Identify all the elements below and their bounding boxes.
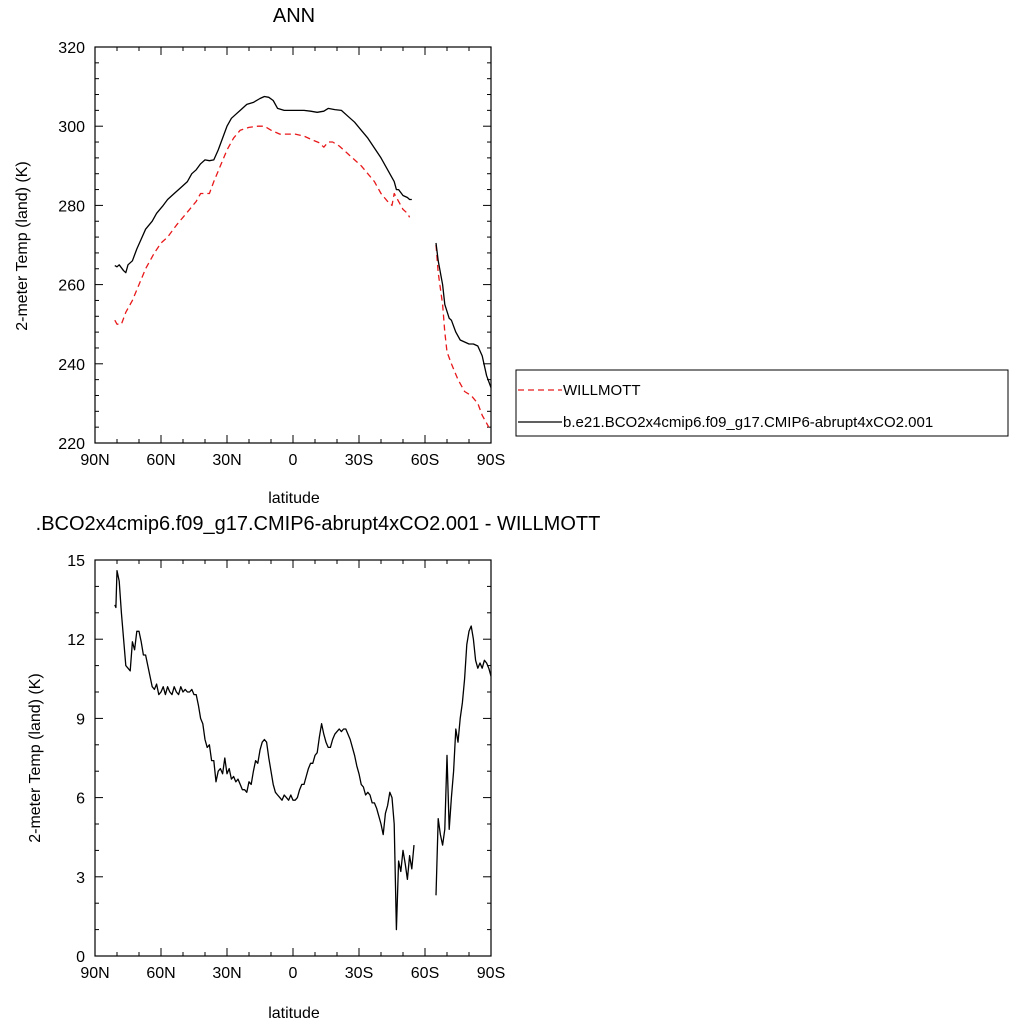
bottom-plot-series	[114, 569, 492, 931]
top-plot-x-tick-label: 60S	[411, 452, 439, 469]
bottom-plot-title: .BCO2x4cmip6.f09_g17.CMIP6-abrupt4xCO2.0…	[36, 513, 601, 535]
top-plot-x-tick-label: 30N	[212, 452, 241, 469]
top-plot-y-tick-label: 260	[58, 278, 85, 295]
bottom-plot-x-tick-label: 0	[289, 965, 298, 982]
top-plot-series-willmott-line	[435, 244, 490, 428]
top-plot-x-tick-label: 90S	[477, 452, 505, 469]
legend-box	[515, 369, 1009, 437]
top-plot-y-tick-label: 240	[58, 357, 85, 374]
bottom-plot-y-tick-label: 3	[76, 870, 85, 887]
bottom-plot-x-tick-label: 90N	[80, 965, 109, 982]
top-plot-x-tick-label: 90N	[80, 452, 109, 469]
bottom-plot-y-tick-label: 9	[76, 711, 85, 728]
top-plot-title: ANN	[273, 5, 315, 27]
bottom-plot-x-tick-label: 30S	[345, 965, 373, 982]
bottom-plot-x-tick-label: 60S	[411, 965, 439, 982]
top-plot-y-tick-label: 320	[58, 40, 85, 57]
top-plot-y-tick-label: 280	[58, 198, 85, 215]
top-plot-x-tick-label: 60N	[146, 452, 175, 469]
top-plot-series-model-line	[435, 242, 492, 388]
bottom-plot-x-axis-label: latitude	[268, 1005, 320, 1022]
bottom-plot-y-tick-label: 0	[76, 949, 85, 966]
legend: WILLMOTT b.e21.BCO2x4cmip6.f09_g17.CMIP6…	[515, 369, 1009, 437]
top-plot-series	[114, 95, 492, 428]
bottom-plot-y-tick-label: 6	[76, 791, 85, 808]
bottom-plot-frame	[94, 559, 492, 957]
bottom-plot: .BCO2x4cmip6.f09_g17.CMIP6-abrupt4xCO2.0…	[27, 513, 600, 1022]
top-plot-y-tick-label: 220	[58, 436, 85, 453]
legend-label-willmott: WILLMOTT	[563, 382, 641, 399]
top-plot-ticks: 90N 60N 30N 0 30S 60S 90S 220 240 260 280 300 320	[58, 40, 505, 469]
bottom-plot-series-model-line	[114, 569, 415, 931]
bottom-plot-y-axis-label: 2-meter Temp (land) (K)	[27, 673, 44, 843]
bottom-plot-x-tick-label: 60N	[146, 965, 175, 982]
bottom-plot-series-model-line	[435, 625, 492, 896]
legend-label-model: b.e21.BCO2x4cmip6.f09_g17.CMIP6-abrupt4x…	[563, 414, 933, 431]
bottom-plot-x-tick-label: 90S	[477, 965, 505, 982]
top-plot-y-axis-label: 2-meter Temp (land) (K)	[14, 161, 31, 331]
bottom-plot-x-tick-label: 30N	[212, 965, 241, 982]
bottom-plot-ticks: 90N 60N 30N 0 30S 60S 90S 0 3 6 9 12 15	[67, 553, 505, 982]
bottom-plot-y-tick-label: 12	[67, 632, 85, 649]
top-plot-x-tick-label: 0	[289, 452, 298, 469]
top-plot-series-model-line	[114, 95, 412, 274]
top-plot-x-axis-label: latitude	[268, 490, 320, 507]
top-plot-y-tick-label: 300	[58, 119, 85, 136]
top-plot-series-willmott-line	[114, 125, 411, 325]
bottom-plot-y-tick-label: 15	[67, 553, 85, 570]
top-plot: ANN latitude 2-meter Temp (land) (K) 90N…	[14, 5, 505, 507]
top-plot-frame	[94, 46, 492, 444]
top-plot-x-tick-label: 30S	[345, 452, 373, 469]
